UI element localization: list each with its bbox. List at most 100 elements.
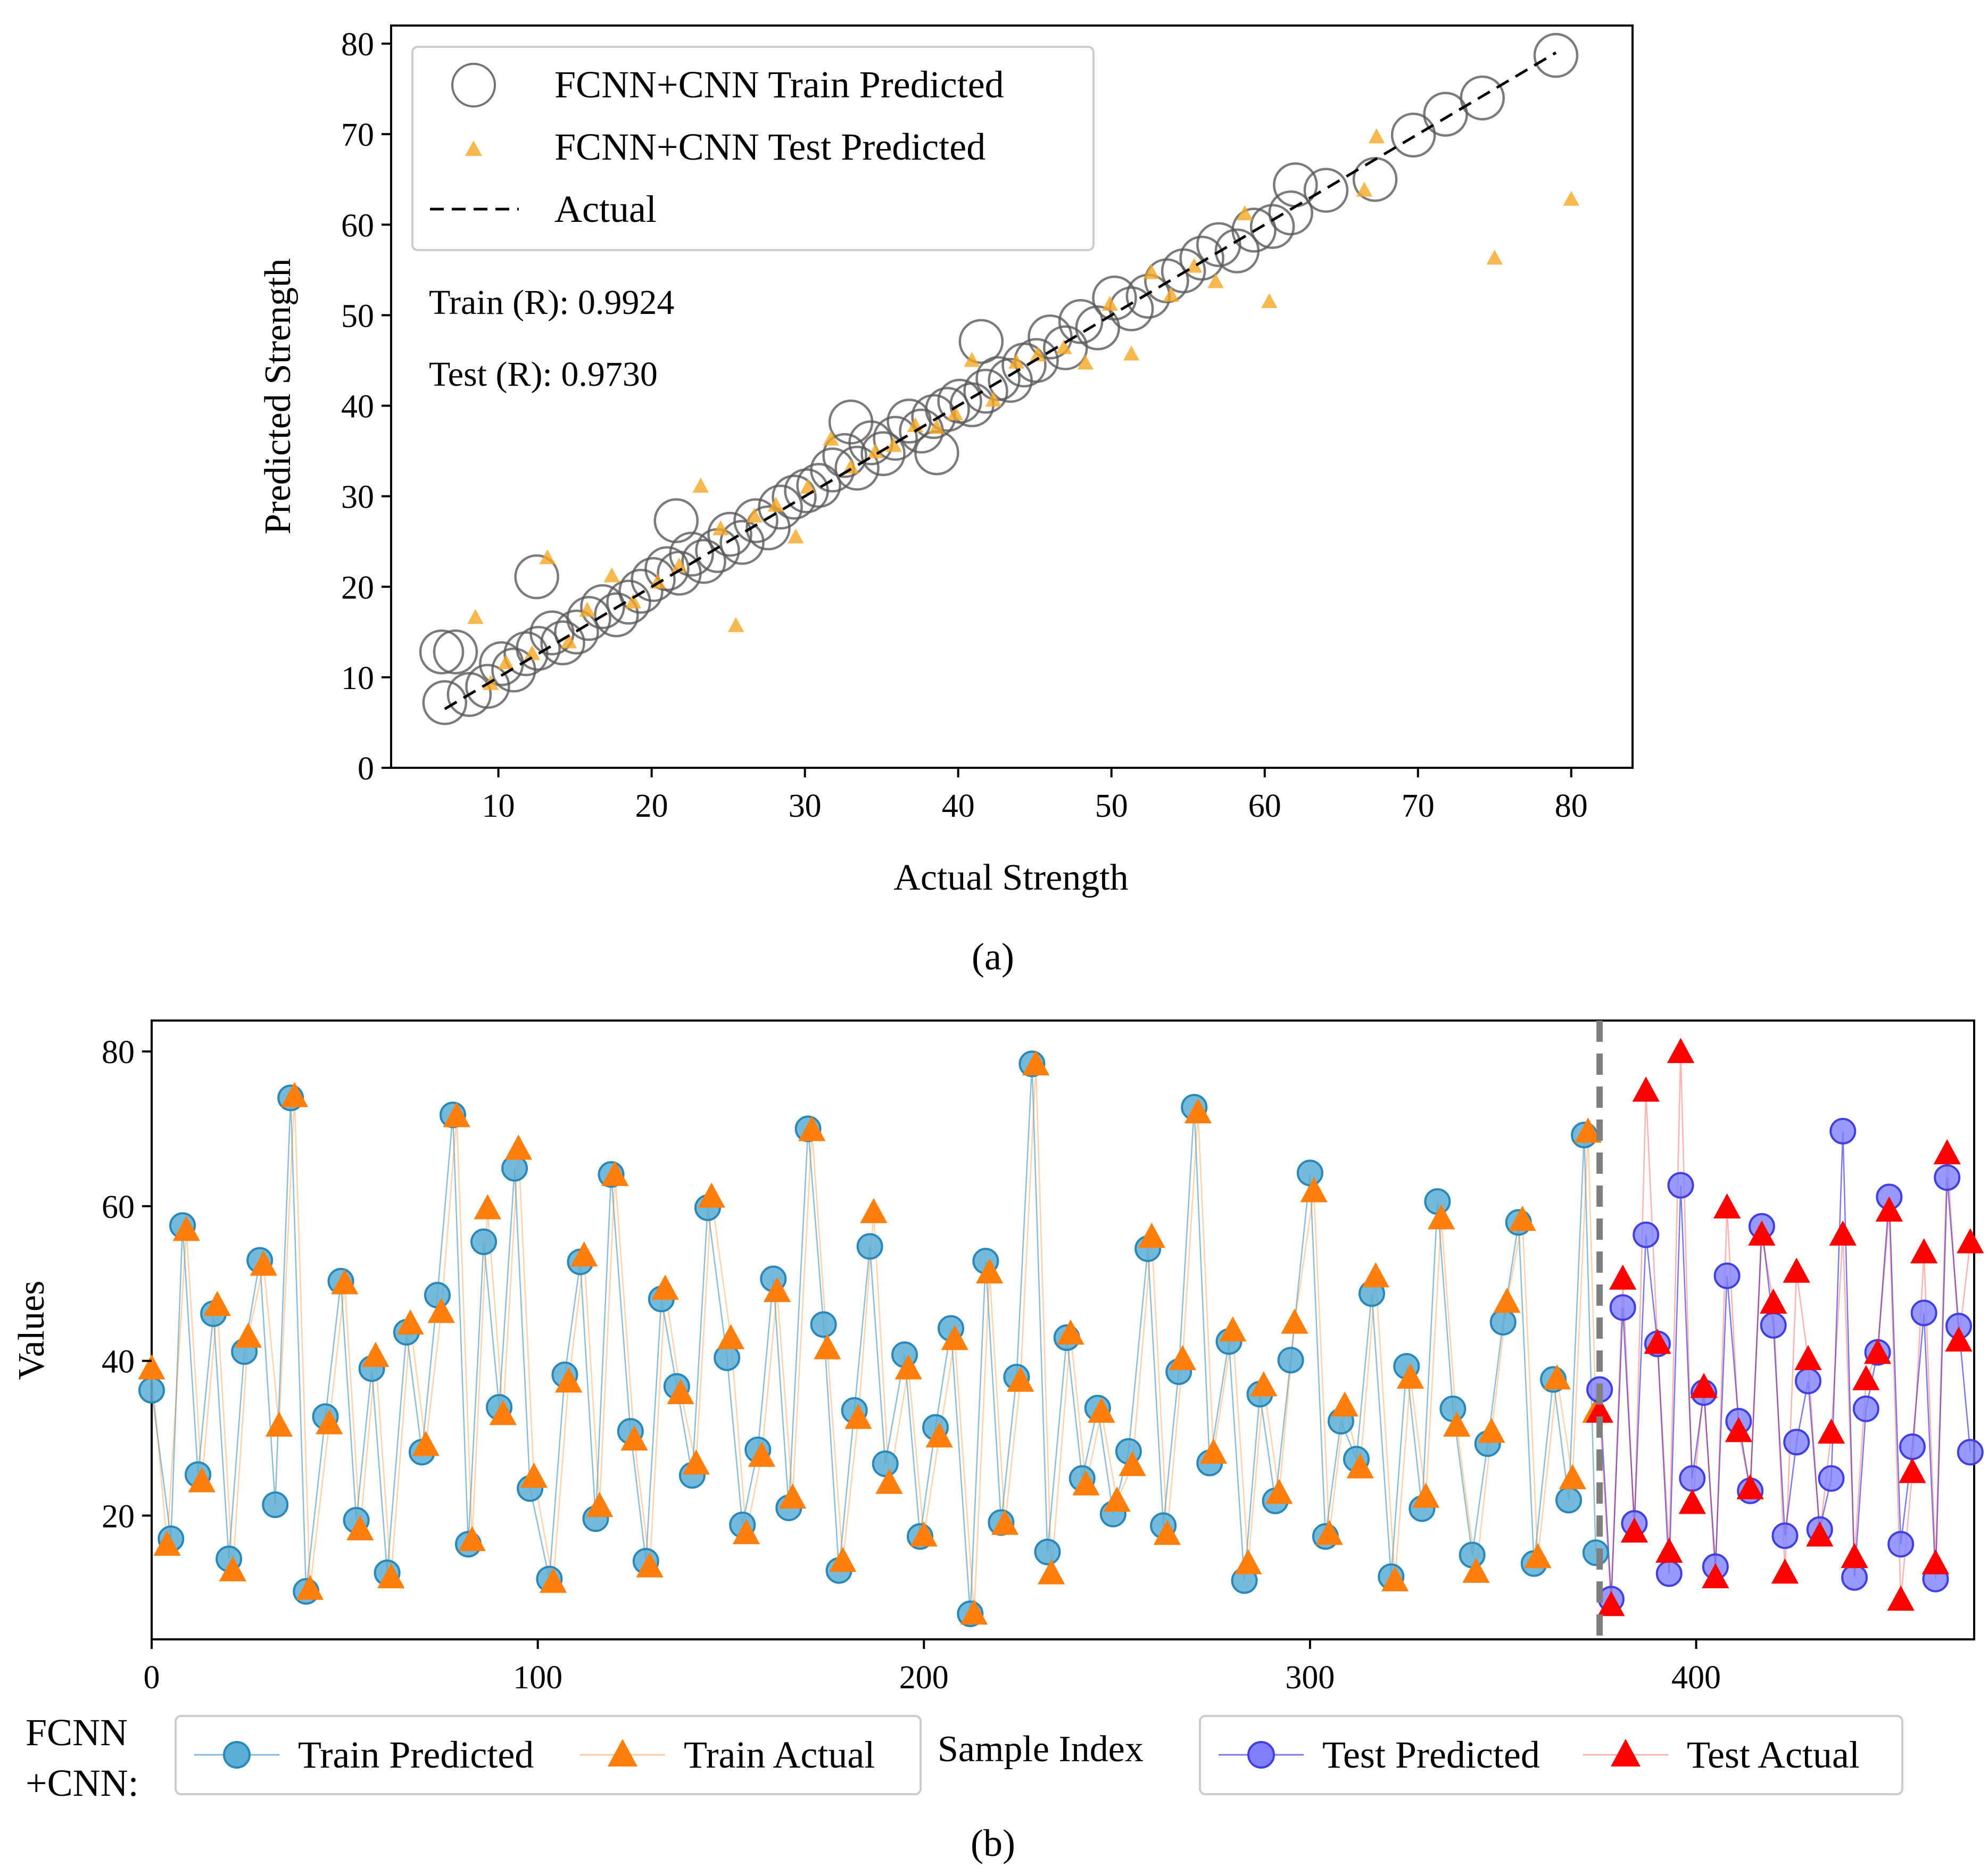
test-predicted-point <box>1667 1172 1694 1199</box>
test-predicted-point <box>1794 1367 1821 1395</box>
train-point <box>860 431 906 476</box>
train-actual-point <box>829 1547 857 1572</box>
train-actual-point <box>960 1599 988 1625</box>
test-point <box>929 419 945 434</box>
train-point <box>1303 168 1349 213</box>
train-actual-point <box>1169 1345 1197 1370</box>
test-actual-point <box>1921 1549 1950 1574</box>
legend-train-actual-marker <box>608 1739 637 1767</box>
train-actual-point <box>540 1568 567 1593</box>
train-actual-point <box>1250 1371 1278 1397</box>
test-actual-point <box>1678 1489 1706 1514</box>
test-point <box>1486 250 1503 265</box>
test-point <box>1143 264 1159 279</box>
train-predicted-point <box>1439 1395 1467 1422</box>
test-actual-point <box>1760 1288 1787 1314</box>
train-point <box>1460 75 1505 121</box>
train-point <box>975 356 1021 401</box>
legend-test-marker <box>465 140 482 156</box>
test-actual-point <box>1806 1521 1834 1547</box>
plot-a-frame <box>390 24 1634 769</box>
train-actual-point <box>1088 1397 1115 1423</box>
y-tick-label: 30 <box>341 479 374 516</box>
train-point <box>1268 190 1313 236</box>
train-actual-point <box>1346 1453 1374 1479</box>
plot-b-ylabel: Values <box>11 1281 52 1380</box>
x-tick-label: 50 <box>1095 788 1128 824</box>
train-point <box>433 629 478 675</box>
train-actual-point <box>620 1425 648 1451</box>
train-actual-point <box>1153 1520 1181 1545</box>
train-r-annotation: Train (R): 0.9924 <box>429 283 674 322</box>
train-point <box>514 554 559 600</box>
train-point <box>963 369 1008 414</box>
train-actual-point <box>489 1399 517 1425</box>
train-actual-point <box>172 1215 200 1241</box>
train-predicted-point <box>470 1228 498 1255</box>
plot-b-axes: 0 100 200 300 400 20 40 60 80 <box>102 1034 1721 1696</box>
train-point <box>681 538 726 584</box>
test-point <box>1261 293 1278 308</box>
legend-prefix-line1: FCNN <box>26 1711 128 1754</box>
train-point <box>828 399 874 445</box>
train-point <box>465 664 510 709</box>
train-actual-point <box>1022 1050 1050 1076</box>
test-point <box>692 477 709 493</box>
train-actual-point <box>1443 1411 1471 1437</box>
train-actual-point <box>763 1276 791 1303</box>
train-point <box>669 532 714 577</box>
train-actual-point <box>1265 1479 1293 1504</box>
test-actual-point <box>1863 1339 1892 1364</box>
train-actual-point <box>636 1552 664 1578</box>
test-actual-point <box>1655 1537 1683 1563</box>
train-actual-point <box>265 1411 293 1437</box>
train-actual-point <box>1300 1177 1328 1203</box>
train-point <box>594 592 639 637</box>
train-point <box>873 416 918 461</box>
panel-a: 10 20 30 40 50 60 70 80 0 10 20 30 40 50 60 70 80 Predic… <box>258 24 1634 978</box>
train-predicted-point <box>1582 1539 1609 1566</box>
test-point <box>1101 295 1119 311</box>
train-actual-point <box>1281 1308 1308 1334</box>
test-point <box>947 405 964 420</box>
train-point <box>1390 112 1436 158</box>
x-tick-label: 300 <box>1285 1660 1335 1696</box>
train-actual-point <box>396 1309 424 1335</box>
test-predicted-point <box>1887 1531 1915 1558</box>
train-actual-point <box>280 1082 309 1107</box>
train-point <box>618 569 664 614</box>
legend-test-pred-marker <box>1247 1741 1275 1769</box>
train-actual-point <box>1219 1316 1247 1342</box>
test-point <box>1207 273 1224 288</box>
train-actual-point <box>1559 1464 1586 1489</box>
legend-test-actual-label: Test Actual <box>1687 1734 1860 1776</box>
test-point <box>1008 353 1025 369</box>
test-predicted-point <box>1760 1312 1787 1339</box>
train-actual-point <box>651 1274 679 1300</box>
test-point <box>964 352 980 367</box>
train-actual-point <box>331 1269 359 1295</box>
actual-line <box>444 51 1557 710</box>
train-actual-point <box>975 1258 1004 1284</box>
test-point <box>1356 181 1373 197</box>
test-point <box>1368 128 1385 144</box>
train-point <box>1423 92 1468 137</box>
plot-b-frame <box>151 1019 1975 1640</box>
test-predicted-point <box>1818 1465 1845 1492</box>
test-point <box>867 443 884 459</box>
train-actual-point <box>504 1134 533 1160</box>
test-point <box>713 520 729 535</box>
legend-train-actual-label: Train Actual <box>684 1734 875 1776</box>
x-tick-label: 0 <box>144 1660 160 1696</box>
test-point <box>524 645 541 660</box>
train-actual-point <box>1199 1438 1228 1464</box>
train-actual-point <box>1381 1566 1409 1591</box>
train-point <box>1533 32 1579 78</box>
train-point <box>653 498 699 543</box>
test-point <box>727 617 744 632</box>
test-actual-point <box>1748 1220 1776 1246</box>
train-point <box>834 445 880 491</box>
y-tick-label: 60 <box>102 1189 135 1225</box>
train-point <box>822 433 867 478</box>
